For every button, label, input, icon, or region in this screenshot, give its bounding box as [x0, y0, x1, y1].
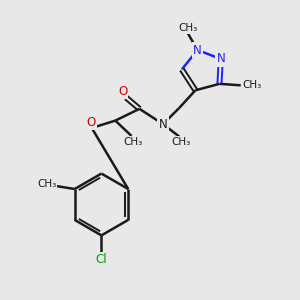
Text: O: O [118, 85, 127, 98]
Text: CH₃: CH₃ [123, 137, 142, 147]
Text: N: N [216, 52, 225, 65]
Text: N: N [193, 44, 202, 56]
Text: Cl: Cl [96, 253, 107, 266]
Text: CH₃: CH₃ [171, 137, 190, 147]
Text: CH₃: CH₃ [178, 23, 198, 33]
Text: CH₃: CH₃ [37, 179, 56, 189]
Text: CH₃: CH₃ [242, 80, 262, 90]
Text: O: O [86, 116, 96, 129]
Text: N: N [159, 118, 167, 131]
